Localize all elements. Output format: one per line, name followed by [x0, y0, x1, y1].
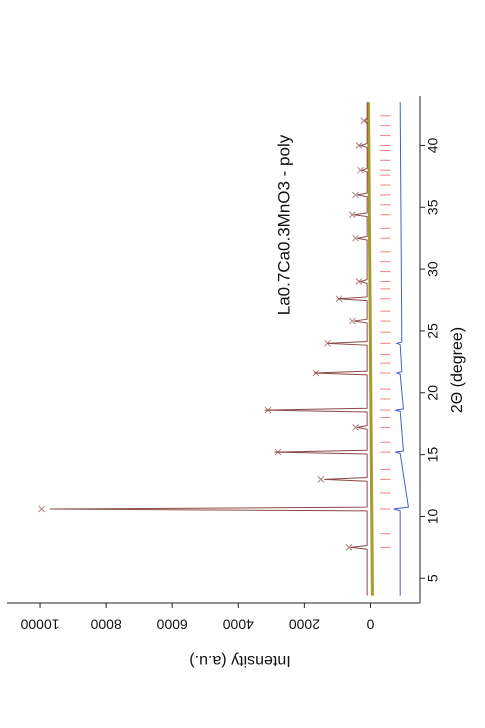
y-tick-label: 2000	[289, 616, 320, 632]
series-line	[49, 102, 368, 596]
x-tick-label: 15	[425, 447, 441, 463]
y-tick-label: 10000	[20, 616, 59, 632]
observed-marker	[348, 317, 356, 325]
observed-marker	[352, 191, 359, 199]
observed-marker	[38, 505, 46, 513]
y-tick-label: 8000	[90, 616, 121, 632]
observed-marker	[352, 234, 359, 242]
series-line	[366, 102, 374, 596]
x-tick-label: 5	[425, 574, 441, 582]
observed-marker	[348, 211, 356, 219]
observed-marker	[357, 166, 364, 174]
observed-marker	[360, 117, 368, 125]
y-tick-label: 6000	[156, 616, 187, 632]
y-tick-label: 4000	[222, 616, 253, 632]
x-tick-label: 30	[425, 261, 441, 277]
y-axis-label: Intensity (a.u.)	[189, 652, 290, 669]
x-tick-label: 40	[425, 137, 441, 153]
observed-marker	[317, 475, 325, 483]
rotated-plot: La0.7Ca0.3MnO3 - poly 2Θ (degree) Intens…	[7, 96, 466, 669]
x-tick-label: 20	[425, 385, 441, 401]
observed-marker	[352, 424, 359, 431]
x-tick-label: 35	[425, 199, 441, 215]
x-axis-label: 2Θ (degree)	[449, 327, 466, 413]
y-tick-label: 0	[366, 616, 374, 632]
x-tick-label: 25	[425, 323, 441, 339]
x-tick-label: 10	[425, 508, 441, 524]
chart-title: La0.7Ca0.3MnO3 - poly	[274, 134, 293, 315]
series-line	[393, 102, 410, 596]
observed-marker	[345, 544, 353, 551]
